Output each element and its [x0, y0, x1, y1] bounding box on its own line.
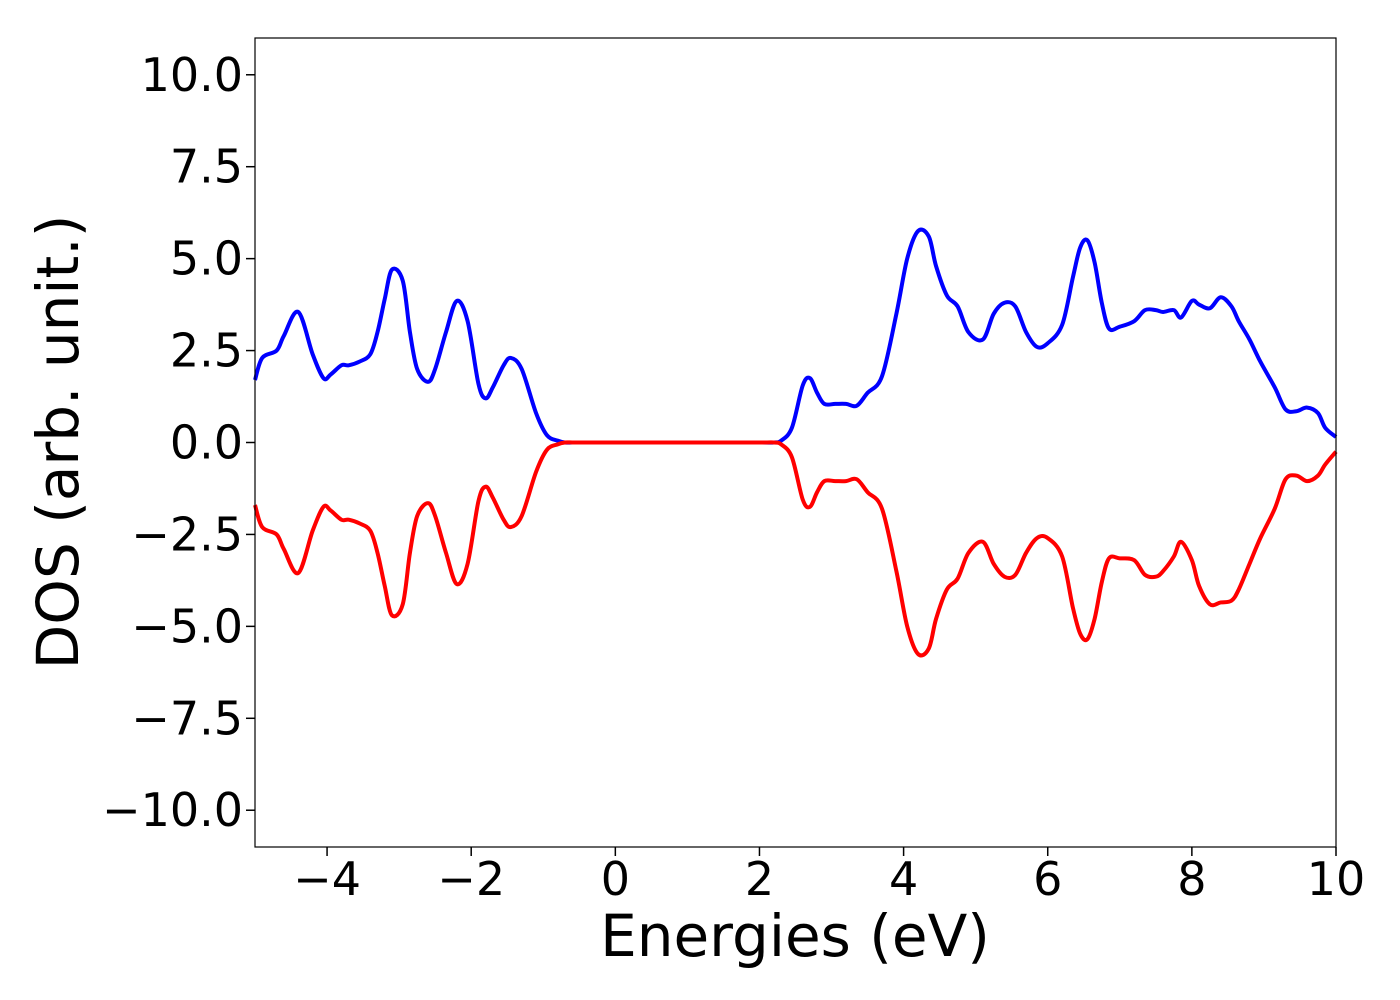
- y-tick-label: −5.0: [131, 599, 243, 653]
- y-tick-label: 10.0: [141, 48, 243, 102]
- y-tick-label: 0.0: [170, 416, 243, 470]
- y-axis-label: DOS (arb. unit.): [24, 215, 92, 670]
- y-axis-ticks: 10.0 7.5 5.0 2.5 0.0 −2.5 −5.0 −7.5 −10.0: [102, 48, 255, 837]
- plot-lines: [253, 227, 1338, 658]
- x-axis-label: Energies (eV): [600, 902, 990, 970]
- y-tick-label: −10.0: [102, 783, 243, 837]
- dos-series-line-1: [253, 227, 1338, 445]
- x-axis-ticks: −4 −2 0 2 4 6 8 10: [293, 847, 1365, 906]
- x-tick-label: 8: [1177, 852, 1206, 906]
- x-tick-label: 0: [601, 852, 630, 906]
- y-tick-label: 5.0: [170, 232, 243, 286]
- y-tick-label: 2.5: [170, 324, 243, 378]
- dos-series-line-2: [253, 440, 1338, 658]
- y-tick-label: 7.5: [170, 140, 243, 194]
- x-tick-label: 6: [1033, 852, 1062, 906]
- x-tick-label: −4: [293, 852, 361, 906]
- y-tick-label: −7.5: [131, 691, 243, 745]
- y-tick-label: −2.5: [131, 507, 243, 561]
- x-tick-label: 10: [1307, 852, 1366, 906]
- x-tick-label: 4: [889, 852, 918, 906]
- x-tick-label: 2: [745, 852, 774, 906]
- x-tick-label: −2: [437, 852, 505, 906]
